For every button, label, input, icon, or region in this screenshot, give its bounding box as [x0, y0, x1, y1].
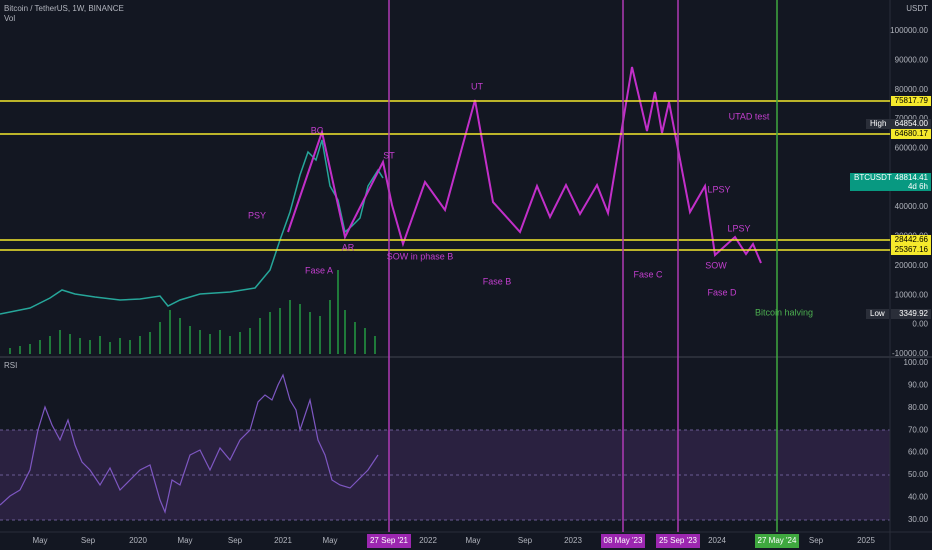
- time-label: 2021: [274, 536, 292, 545]
- tag-box: [850, 173, 893, 191]
- rsi-label: RSI: [4, 361, 17, 370]
- price-label: 28442.66: [895, 235, 929, 244]
- annotation: LPSY: [707, 184, 730, 194]
- annotation: Fase B: [483, 276, 512, 286]
- currency: USDT: [906, 4, 928, 13]
- annotation: PSY: [248, 210, 266, 220]
- price-label-box: [891, 245, 931, 255]
- tag-label: High: [870, 119, 886, 128]
- tag-label: Low: [870, 309, 885, 318]
- annotation: SOW: [705, 260, 727, 270]
- annotation: ST: [383, 150, 395, 160]
- price-tick: 10000.00: [895, 290, 929, 299]
- time-label: Sep: [81, 536, 96, 545]
- price-label-box: [891, 309, 931, 319]
- time-label: Sep: [809, 536, 824, 545]
- rsi-tick: 30.00: [908, 515, 929, 524]
- annotation: SOW in phase B: [387, 251, 454, 261]
- time-label: May: [32, 536, 47, 545]
- annotation: UT: [471, 81, 483, 91]
- rsi-tick: 70.00: [908, 425, 929, 434]
- annotation: AR: [342, 242, 355, 252]
- annotation: LPSY: [727, 223, 750, 233]
- time-label: May: [322, 536, 337, 545]
- price-label: 75817.79: [895, 96, 929, 105]
- price-tick: 60000.00: [895, 144, 929, 153]
- price-label-box: [891, 119, 931, 129]
- annotation: Fase A: [305, 265, 333, 275]
- time-marker-box: [367, 534, 411, 548]
- time-label: 2022: [419, 536, 437, 545]
- time-label: May: [177, 536, 192, 545]
- annotation: BC: [311, 125, 324, 135]
- price-label-box: [891, 173, 931, 191]
- volume-label: Vol: [4, 14, 15, 23]
- price-label: 64854.00: [895, 119, 929, 128]
- price-tick: 0.00: [912, 320, 928, 329]
- time-label: May: [465, 536, 480, 545]
- countdown: 4d 6h: [908, 182, 928, 191]
- volume: [9, 270, 376, 354]
- time-label: Sep: [228, 536, 243, 545]
- rsi-tick: 90.00: [908, 381, 929, 390]
- price-label: 25367.16: [895, 245, 929, 254]
- time-marker: 27 May '24: [758, 536, 797, 545]
- annotation: Fase D: [707, 287, 737, 297]
- volume-bars: [9, 270, 376, 354]
- time-label: Sep: [518, 536, 533, 545]
- price-tick: 20000.00: [895, 261, 929, 270]
- price-tick: 90000.00: [895, 55, 929, 64]
- price-label: 64680.17: [895, 129, 929, 138]
- price-label-box: [891, 96, 931, 106]
- time-marker: 27 Sep '21: [370, 536, 409, 545]
- price-label-box: [891, 129, 931, 139]
- annotation: UTAD test: [729, 111, 770, 121]
- time-label: 2023: [564, 536, 582, 545]
- price-tick: -10000.00: [892, 349, 929, 358]
- time-marker: 08 May '23: [604, 536, 643, 545]
- price-label: 3349.92: [899, 309, 928, 318]
- rsi-tick: 50.00: [908, 470, 929, 479]
- price-label-box: [891, 235, 931, 245]
- rsi-line: [0, 373, 379, 514]
- tag-label: BTCUSDT: [854, 173, 892, 182]
- tag-box: [866, 309, 889, 319]
- time-label: 2025: [857, 536, 875, 545]
- rsi-tick: 60.00: [908, 448, 929, 457]
- price-line: [0, 139, 384, 315]
- time-marker-box: [601, 534, 645, 548]
- price-tick: 80000.00: [895, 85, 929, 94]
- time-label: 2020: [129, 536, 147, 545]
- rsi-tick: 80.00: [908, 403, 929, 412]
- price-tick: 40000.00: [895, 202, 929, 211]
- tag-box: [866, 119, 894, 129]
- annotation: Fase C: [633, 269, 663, 279]
- time-marker-box: [656, 534, 700, 548]
- symbol-title: Bitcoin / TetherUS, 1W, BINANCE: [4, 4, 124, 13]
- rsi-tick: 40.00: [908, 493, 929, 502]
- time-marker-box: [755, 534, 799, 548]
- price-tick: 100000.00: [890, 26, 928, 35]
- time-marker: 25 Sep '23: [659, 536, 698, 545]
- rsi-tick: 100.00: [904, 358, 929, 367]
- price-label: 48814.41: [895, 173, 929, 182]
- annotation: Bitcoin halving: [755, 307, 813, 317]
- projection-path: [287, 66, 762, 264]
- price-tick: 70000.00: [895, 114, 929, 123]
- time-label: 2024: [708, 536, 726, 545]
